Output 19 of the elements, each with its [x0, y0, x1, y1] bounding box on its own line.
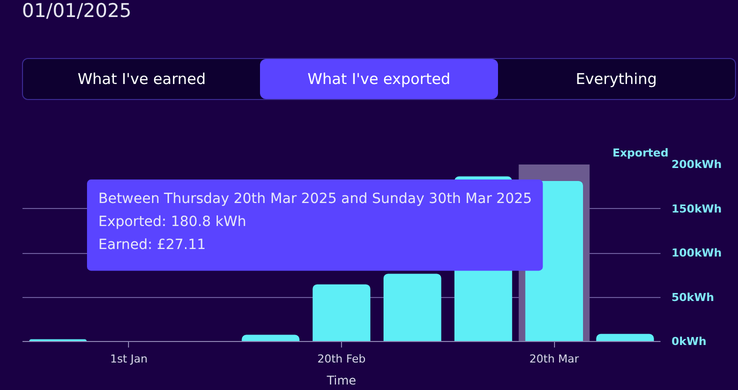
x-tick-label: 20th Feb	[317, 352, 366, 366]
x-axis-title: Time	[326, 374, 356, 388]
bar	[596, 334, 654, 342]
y-tick-label: 100kWh	[672, 246, 722, 260]
y-tick-label: 0kWh	[672, 335, 706, 348]
text: 01/01/2025	[22, 0, 132, 22]
x-tick-label: 20th Mar	[529, 352, 580, 366]
annotation: Between Thursday 20th Mar 2025 and Sunday 30th Mar 2025 Exported: 180.8 kWh Earned: £27.11	[98, 191, 532, 254]
y-axis-title: Exported	[612, 146, 669, 160]
text: Everything	[498, 59, 735, 99]
bar	[312, 284, 370, 342]
y-tick-label: 200kWh	[672, 158, 722, 171]
text: What I've exported	[260, 59, 498, 99]
bar	[242, 334, 300, 342]
y-tick-label: 150kWh	[672, 202, 722, 216]
y-tick-label: 50kWh	[672, 290, 714, 304]
bar	[384, 274, 442, 342]
x-tick-label: 1st Jan	[110, 352, 148, 366]
text: What I've earned	[23, 59, 260, 99]
